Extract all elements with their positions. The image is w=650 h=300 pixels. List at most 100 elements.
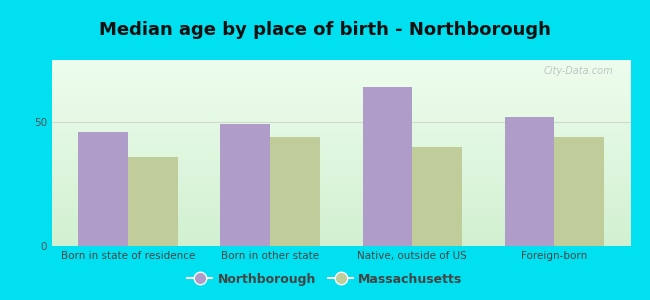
Bar	[52, 196, 630, 197]
Bar	[554, 137, 604, 246]
Bar	[52, 118, 630, 119]
Bar	[52, 184, 630, 185]
Bar	[52, 112, 630, 113]
Bar	[52, 173, 630, 174]
Bar	[52, 161, 630, 162]
Bar	[52, 162, 630, 163]
Bar	[363, 87, 412, 246]
Bar	[52, 100, 630, 101]
Bar	[52, 117, 630, 118]
Bar	[52, 63, 630, 64]
Bar	[52, 101, 630, 102]
Bar	[52, 81, 630, 82]
Bar	[52, 70, 630, 71]
Bar	[52, 60, 630, 61]
Bar	[52, 187, 630, 188]
Bar	[52, 149, 630, 150]
Bar	[52, 99, 630, 100]
Bar	[52, 146, 630, 147]
Bar	[504, 117, 554, 246]
Bar	[52, 166, 630, 167]
Bar	[52, 128, 630, 129]
Bar	[52, 137, 630, 138]
Bar	[52, 157, 630, 158]
Bar	[52, 182, 630, 183]
Legend: Northborough, Massachusetts: Northborough, Massachusetts	[183, 268, 467, 291]
Bar	[52, 143, 630, 144]
Bar	[52, 240, 630, 241]
Bar	[52, 111, 630, 112]
Bar	[52, 205, 630, 206]
Bar	[52, 108, 630, 109]
Bar	[52, 204, 630, 205]
Bar	[52, 164, 630, 165]
Bar	[52, 141, 630, 142]
Bar	[52, 178, 630, 179]
Bar	[52, 71, 630, 72]
Bar	[52, 68, 630, 69]
Bar	[52, 230, 630, 231]
Bar	[52, 123, 630, 124]
Bar	[52, 119, 630, 120]
Bar	[52, 245, 630, 246]
Bar	[52, 180, 630, 181]
Bar	[52, 64, 630, 66]
Bar	[52, 235, 630, 236]
Bar	[52, 84, 630, 85]
Bar	[52, 125, 630, 126]
Bar	[52, 175, 630, 176]
Bar	[52, 243, 630, 244]
Bar	[52, 189, 630, 190]
Bar	[52, 227, 630, 228]
Bar	[52, 116, 630, 117]
Bar	[52, 220, 630, 221]
Bar	[52, 172, 630, 173]
Bar	[52, 130, 630, 131]
Bar	[52, 75, 630, 76]
Bar	[52, 236, 630, 237]
Bar	[52, 95, 630, 96]
Bar	[52, 61, 630, 62]
Bar	[52, 234, 630, 235]
Bar	[52, 72, 630, 73]
Bar	[52, 78, 630, 79]
Bar	[52, 86, 630, 87]
Bar	[52, 218, 630, 219]
Bar	[52, 131, 630, 132]
Bar	[52, 134, 630, 135]
Bar	[52, 62, 630, 63]
Bar	[52, 231, 630, 232]
Bar	[52, 188, 630, 189]
Bar	[270, 137, 320, 246]
Bar	[52, 208, 630, 209]
Bar	[52, 222, 630, 223]
Bar	[52, 191, 630, 192]
Bar	[52, 158, 630, 159]
Bar	[52, 197, 630, 198]
Bar	[52, 198, 630, 199]
Bar	[52, 126, 630, 127]
Bar	[52, 190, 630, 191]
Bar	[52, 219, 630, 220]
Bar	[52, 142, 630, 143]
Bar	[52, 163, 630, 164]
Bar	[52, 91, 630, 92]
Bar	[52, 193, 630, 194]
Bar	[52, 138, 630, 139]
Bar	[52, 139, 630, 140]
Bar	[52, 114, 630, 115]
Bar	[52, 105, 630, 106]
Bar	[52, 185, 630, 187]
Bar	[52, 215, 630, 216]
Bar	[52, 73, 630, 74]
Bar	[52, 66, 630, 67]
Bar	[52, 122, 630, 123]
Bar	[52, 217, 630, 218]
Bar	[52, 167, 630, 168]
Bar	[52, 226, 630, 227]
Bar	[52, 147, 630, 148]
Bar	[52, 242, 630, 243]
Bar	[52, 199, 630, 200]
Bar	[52, 169, 630, 170]
Bar	[52, 170, 630, 171]
